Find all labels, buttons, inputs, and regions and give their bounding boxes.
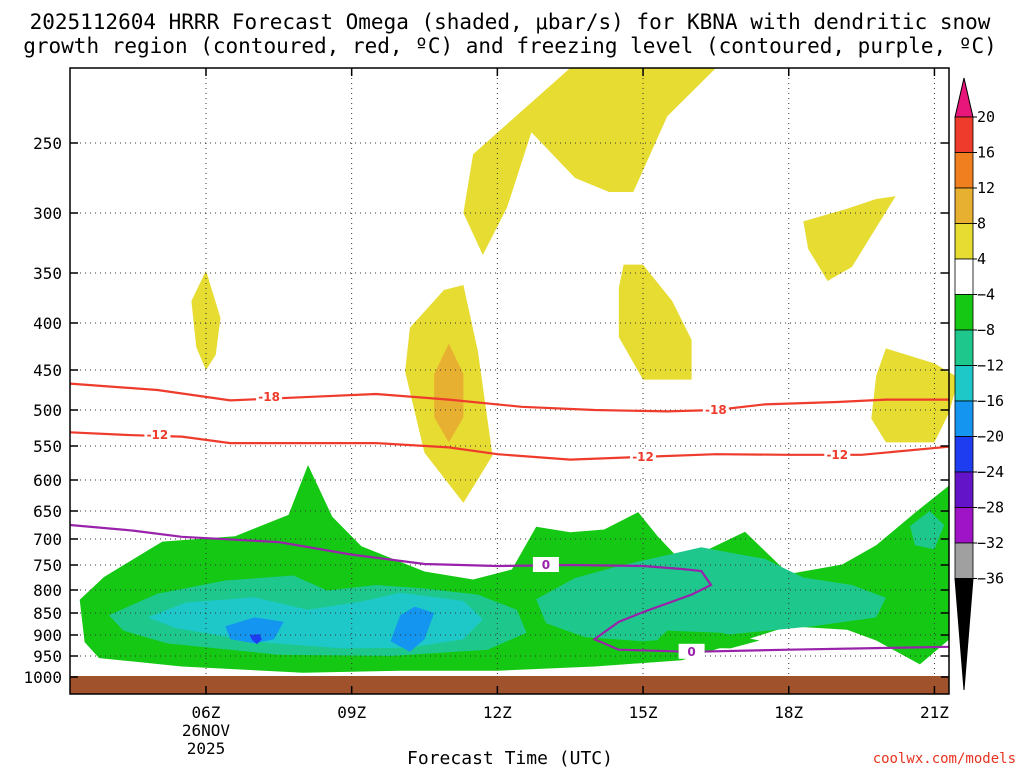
- xtick-date: 26NOV: [182, 721, 231, 740]
- omega-region-12: [910, 511, 945, 550]
- contour-minus12: [69, 431, 950, 461]
- contour-minus12-label-bg-2: [630, 448, 657, 464]
- xtick-label-12Z: 12Z: [483, 703, 512, 722]
- colorbar-label-14: −36: [977, 570, 1004, 588]
- ytick-label-750: 750: [33, 556, 62, 575]
- colorbar-swatch-5: [954, 258, 974, 295]
- colorbar-label-3: 12: [977, 179, 995, 197]
- omega-region-15: [390, 606, 435, 652]
- omega-region-6: [434, 343, 464, 443]
- ytick-label-850: 850: [33, 604, 62, 623]
- colorbar-label-9: −16: [977, 392, 1004, 410]
- colorbar-swatch-4: [954, 223, 974, 260]
- colorbar-label-2: 16: [977, 144, 995, 162]
- y-axis: 250 300 350 400 450 500 550 600 650 700 750 800 850 9…: [23, 134, 949, 687]
- colorbar-legend: 20 16 12 8 4 −4 −8 −12 −16 −20 −24 −28 −32 −36: [954, 77, 1004, 691]
- contour-minus12-label-2: -12: [632, 450, 654, 464]
- xtick-label-21Z: 21Z: [920, 703, 949, 722]
- chart-title-line1: 2025112604 HRRR Forecast Omega (shaded, …: [30, 10, 991, 34]
- contour-minus18-label-1: -18: [258, 390, 280, 404]
- chart-title-line2: growth region (contoured, red, ºC) and f…: [23, 34, 997, 58]
- contour-minus18-label-2: -18: [705, 403, 727, 417]
- xtick-label-18Z: 18Z: [774, 703, 803, 722]
- omega-region-3: [618, 264, 692, 380]
- colorbar-label-8: −12: [977, 357, 1004, 375]
- omega-region-1: [463, 68, 716, 255]
- freezing-level-contour-label-2: 0: [687, 645, 695, 659]
- ytick-label-350: 350: [33, 264, 62, 283]
- colorbar-swatch-7: [954, 329, 974, 366]
- xtick-label-09Z: 09Z: [337, 703, 366, 722]
- omega-region-16: [249, 634, 262, 645]
- xtick-year: 2025: [187, 739, 226, 758]
- colorbar-label-5: 4: [977, 250, 986, 268]
- ytick-label-450: 450: [33, 361, 62, 380]
- colorbar-label-1: 20: [977, 108, 995, 126]
- contour-minus18-label-bg-1: [256, 389, 283, 405]
- colorbar-label-6: −4: [977, 286, 995, 304]
- colorbar-label-12: −28: [977, 499, 1004, 517]
- ytick-label-250: 250: [33, 134, 62, 153]
- colorbar-swatch-12: [954, 507, 974, 544]
- freezing-level-contour: [69, 523, 950, 653]
- colorbar-label-7: −8: [977, 321, 995, 339]
- freezing-level-contour-label-1: 0: [542, 558, 550, 572]
- contour-minus18-label-bg-2: [702, 402, 729, 417]
- colorbar-label-13: −32: [977, 534, 1004, 552]
- colorbar-swatch-2: [954, 152, 974, 189]
- ground-layer: [70, 676, 949, 694]
- colorbar-swatch-10: [954, 436, 974, 473]
- colorbar-swatch-9: [954, 400, 974, 437]
- site-credit: coolwx.com/models: [873, 751, 1016, 767]
- ytick-label-650: 650: [33, 502, 62, 521]
- omega-region-2: [803, 196, 896, 281]
- ytick-label-400: 400: [33, 314, 62, 333]
- colorbar-swatch-6: [954, 294, 974, 331]
- ground-fill: [70, 676, 949, 694]
- contour-minus12-label-bg-1: [144, 427, 171, 443]
- temperature-contours: -18 -18 -12 -12 -12 0 0: [69, 382, 950, 659]
- omega-shading: [79, 68, 959, 673]
- colorbar-swatch-11: [954, 471, 974, 508]
- omega-region-10: [536, 547, 886, 642]
- ytick-label-300: 300: [33, 204, 62, 223]
- colorbar-swatch-3: [954, 187, 974, 224]
- ytick-label-900: 900: [33, 626, 62, 645]
- colorbar-label-11: −24: [977, 463, 1004, 481]
- plot-frame: [69, 67, 950, 695]
- ytick-label-800: 800: [33, 581, 62, 600]
- contour-minus12-label-1: -12: [147, 428, 169, 442]
- contour-minus12-label-3: -12: [826, 448, 848, 462]
- colorbar-swatch-13: [954, 542, 974, 579]
- colorbar-top-arrow: [954, 77, 974, 118]
- contour-minus18: [69, 382, 949, 413]
- ytick-label-600: 600: [33, 471, 62, 490]
- x-axis-label: Forecast Time (UTC): [407, 748, 613, 768]
- omega-region-4: [191, 270, 221, 370]
- colorbar-label-10: −20: [977, 428, 1004, 446]
- omega-region-14: [225, 617, 284, 644]
- ytick-label-1000: 1000: [23, 668, 62, 687]
- ytick-label-550: 550: [33, 437, 62, 456]
- omega-region-7: [871, 348, 959, 443]
- ytick-label-700: 700: [33, 530, 62, 549]
- ytick-label-500: 500: [33, 401, 62, 420]
- freezing-level-contour-label-bg-1: [532, 557, 559, 572]
- colorbar-bottom-arrow: [954, 578, 974, 691]
- colorbar-swatch-8: [954, 365, 974, 402]
- contour-minus12-label-bg-3: [824, 446, 851, 462]
- freezing-level-contour-label-bg-2: [678, 643, 705, 659]
- colorbar-label-4: 8: [977, 215, 986, 233]
- xtick-label-15Z: 15Z: [629, 703, 658, 722]
- xtick-label-06Z: 06Z: [192, 703, 221, 722]
- colorbar-swatch-1: [954, 116, 974, 153]
- ytick-label-950: 950: [33, 647, 62, 666]
